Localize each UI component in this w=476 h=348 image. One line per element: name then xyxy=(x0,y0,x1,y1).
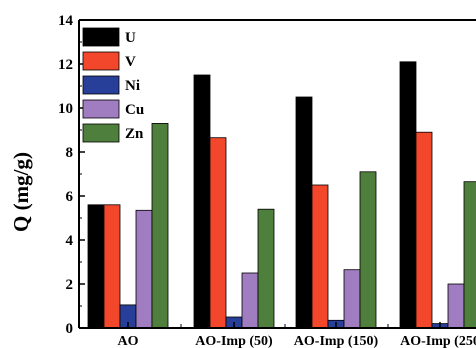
legend-swatch-zn xyxy=(82,123,120,143)
legend-label-zn: Zn xyxy=(125,126,144,142)
axes-group: 0 2 4 6 8 10 12 14 AO AO-Imp (50) AO-Imp (150) AO-I… xyxy=(58,13,476,348)
y-tick-label: 12 xyxy=(58,57,73,73)
bar-zn-0 xyxy=(151,123,169,329)
y-tick-label: 6 xyxy=(66,189,74,205)
bar-cu-3 xyxy=(447,283,465,329)
legend-label-v: V xyxy=(125,54,136,70)
bar-v-1 xyxy=(209,137,227,329)
x-tick-label: AO-Imp (250 xyxy=(400,334,476,348)
legend-swatch-v xyxy=(82,51,120,71)
x-tick-label: AO-Imp (50) xyxy=(195,334,273,348)
legend-label-u: U xyxy=(125,30,136,46)
y-axis-title: Q (mg/g) xyxy=(9,152,33,232)
bar-u-0 xyxy=(87,204,105,329)
bar-u-3 xyxy=(399,61,417,329)
y-tick-label: 0 xyxy=(66,321,74,337)
bar-v-0 xyxy=(103,204,121,329)
bar-u-1 xyxy=(193,74,211,329)
bar-cu-1 xyxy=(241,272,259,329)
y-tick-label: 10 xyxy=(58,101,73,117)
bar-cu-0 xyxy=(135,209,153,329)
legend-swatch-cu xyxy=(82,99,120,119)
legend-label-cu: Cu xyxy=(125,102,144,118)
y-tick-label: 4 xyxy=(66,233,74,249)
y-tick-label: 2 xyxy=(66,277,74,293)
legend: UV Ni Cu Zn xyxy=(82,27,144,143)
bar-zn-1 xyxy=(257,208,275,329)
bar-zn-2 xyxy=(359,171,377,329)
legend-swatch-ni xyxy=(82,75,120,95)
bar-cu-2 xyxy=(343,269,361,329)
y-tick-label: 8 xyxy=(66,145,74,161)
bar-u-2 xyxy=(295,96,313,329)
legend-label-ni: Ni xyxy=(125,78,140,94)
bar-v-2 xyxy=(311,184,329,329)
bar-zn-3 xyxy=(463,181,476,329)
x-tick-label: AO-Imp (150) xyxy=(294,334,379,348)
x-tick-label: AO xyxy=(118,334,139,348)
y-tick-label: 14 xyxy=(58,13,74,29)
legend-swatch-u xyxy=(82,27,120,47)
bars-group xyxy=(87,61,476,329)
bar-v-3 xyxy=(415,131,433,329)
